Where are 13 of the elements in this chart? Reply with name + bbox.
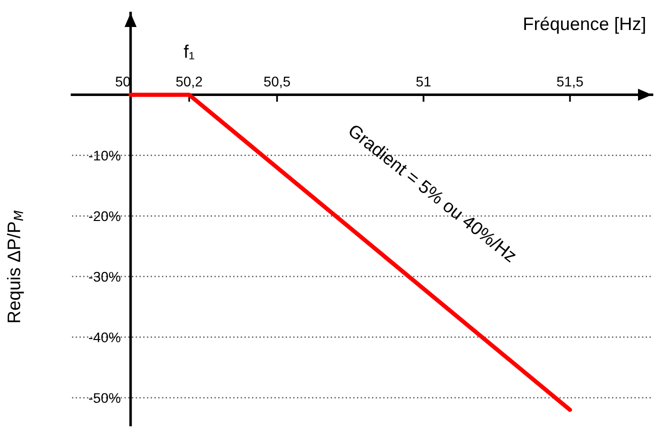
y-tick-label: -30% [89, 272, 120, 282]
x-tick-label: 51,5 [557, 76, 583, 88]
x-tick-label: 50,5 [264, 76, 290, 88]
annotation: f₁ [184, 44, 194, 60]
x-axis-title: Fréquence [Hz] [524, 16, 645, 34]
y-tick-label: -20% [89, 211, 120, 222]
y-tick-label: -10% [89, 150, 120, 161]
x-tick-label: 50 [116, 76, 130, 86]
x-tick-label: 51 [416, 76, 431, 86]
y-axis-title: Requis ΔP/P$_{M}$ [7, 210, 24, 322]
x-tick-label: 50,2 [176, 76, 202, 88]
y-tick-label: -40% [89, 332, 120, 342]
y-tick-label: -50% [89, 393, 120, 403]
